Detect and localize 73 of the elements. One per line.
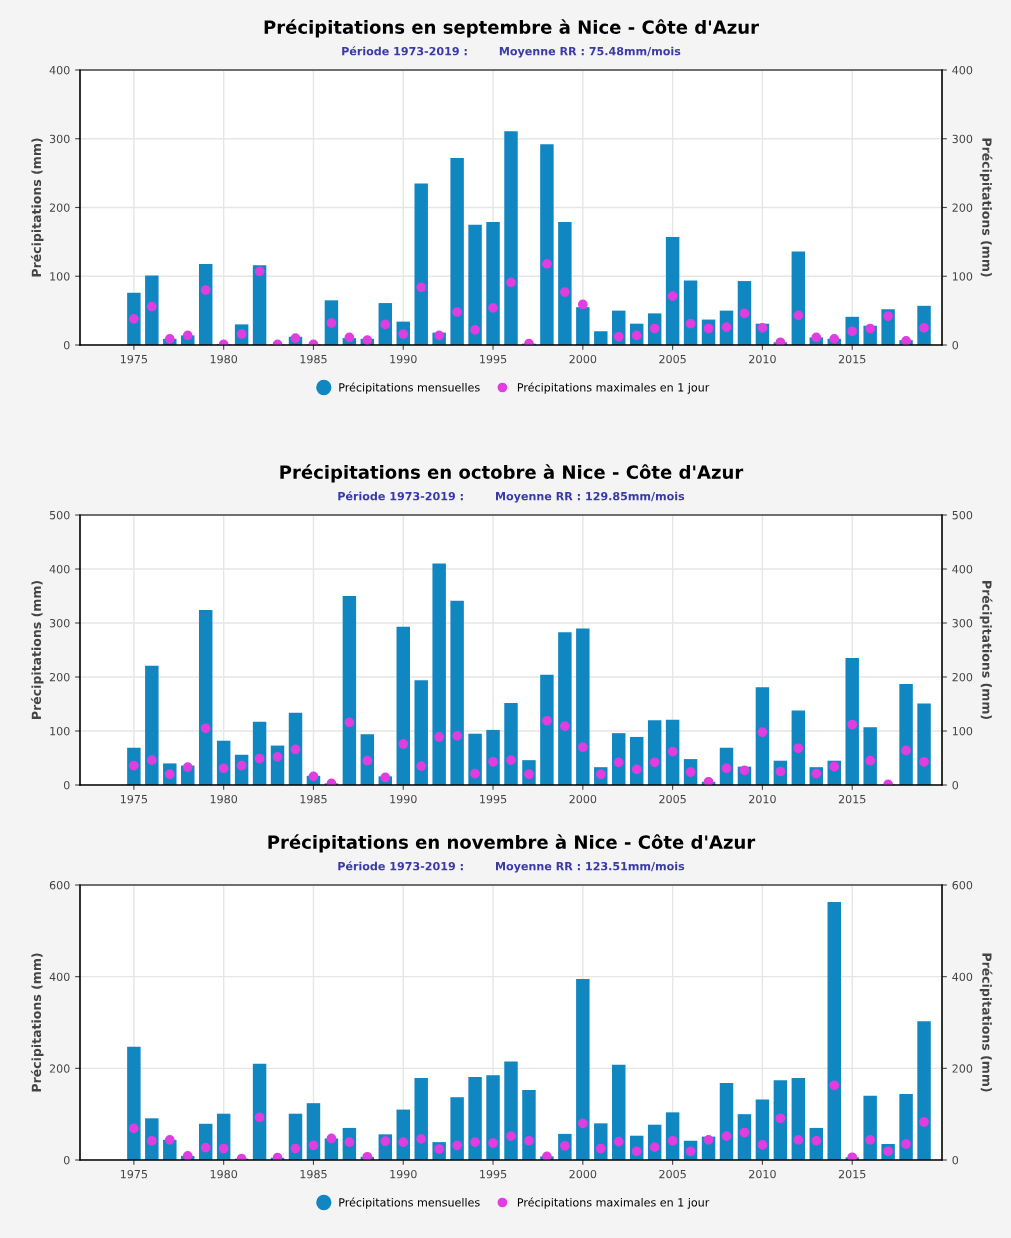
x-tick-label: 1985 (300, 354, 327, 364)
y2-tick-label: 400 (952, 564, 973, 574)
x-tick-label: 1985 (300, 1169, 327, 1179)
y2-tick-label: 300 (952, 618, 973, 628)
y2-tick-label: 600 (952, 880, 973, 890)
x-tick-label: 1990 (390, 794, 417, 804)
x-tick-label: 2005 (659, 794, 686, 804)
x-tick-label: 2015 (838, 1169, 866, 1179)
y-tick-label: 200 (49, 1064, 70, 1073)
y2-tick-label: 200 (952, 203, 973, 212)
x-tick-label: 2000 (569, 354, 597, 364)
y-tick-label: 400 (49, 972, 70, 982)
legend-label: Précipitations maximales en 1 jour (517, 382, 710, 394)
y2-tick-label: 400 (952, 65, 973, 75)
y2-tick-label: 200 (952, 672, 973, 682)
x-tick-label: 1995 (480, 354, 507, 364)
chart-title: Précipitations en octobre à Nice - Côte d'Azur (280, 464, 744, 483)
y2-axis-title: Précipitations (mm) (979, 138, 993, 277)
x-tick-label: 1995 (480, 1169, 507, 1179)
chart-subtitle: Période 1973-2019 : Moyenne RR : 129.85mm/mois (338, 491, 685, 503)
y-axis-title: Précipitations (mm) (30, 138, 44, 277)
x-tick-label: 1975 (120, 354, 148, 364)
y-tick-label: 100 (50, 726, 70, 736)
y-tick-label: 400 (49, 564, 70, 574)
x-tick-label: 1990 (390, 354, 417, 364)
y2-tick-label: 0 (952, 340, 959, 350)
legend-label: Précipitations mensuelles (339, 382, 480, 394)
y-tick-label: 0 (63, 780, 70, 790)
y2-tick-label: 300 (952, 134, 973, 144)
x-tick-label: 2000 (569, 794, 597, 804)
y2-axis-title: Précipitations (mm) (979, 953, 993, 1092)
y-tick-label: 500 (49, 510, 70, 520)
x-tick-label: 2015 (838, 354, 866, 364)
legend-label: Précipitations maximales en 1 jour (517, 1197, 710, 1209)
x-tick-label: 1980 (210, 354, 238, 364)
y2-tick-label: 0 (952, 1155, 959, 1165)
x-tick-label: 1975 (120, 1169, 148, 1179)
chart-subtitle: Période 1973-2019 : Moyenne RR : 123.51mm/mois (338, 861, 685, 873)
y-tick-label: 200 (49, 672, 70, 682)
y-tick-label: 0 (63, 340, 70, 350)
x-tick-label: 1980 (210, 1169, 238, 1179)
y-tick-label: 600 (49, 880, 70, 890)
x-tick-label: 1990 (390, 1169, 417, 1179)
x-tick-label: 1980 (210, 794, 238, 804)
x-tick-label: 1985 (300, 794, 327, 804)
y2-axis-title: Précipitations (mm) (979, 581, 993, 719)
chart-title: Précipitations en novembre à Nice - Côte d'Azur (268, 834, 756, 853)
x-tick-label: 1995 (480, 794, 507, 804)
y-axis-title: Précipitations (mm) (30, 953, 44, 1092)
y-tick-label: 0 (63, 1155, 70, 1165)
x-tick-label: 1975 (120, 794, 148, 804)
y-tick-label: 200 (49, 203, 70, 212)
y-tick-label: 300 (49, 134, 70, 144)
x-tick-label: 2005 (659, 354, 686, 364)
legend-label: Précipitations mensuelles (339, 1197, 480, 1209)
y-tick-label: 400 (49, 65, 70, 75)
chart-subtitle: Période 1973-2019 : Moyenne RR : 75.48mm/mois (342, 46, 681, 58)
y-tick-label: 100 (50, 272, 70, 281)
y2-tick-label: 200 (952, 1064, 973, 1073)
x-tick-label: 2010 (749, 1169, 776, 1179)
y2-tick-label: 100 (952, 272, 973, 281)
y-axis-title: Précipitations (mm) (30, 581, 44, 719)
x-tick-label: 2005 (659, 1169, 686, 1179)
x-tick-label: 2010 (749, 794, 776, 804)
x-tick-label: 2010 (749, 354, 776, 364)
y2-tick-label: 0 (952, 780, 959, 790)
y2-tick-label: 100 (952, 726, 973, 736)
x-tick-label: 2000 (569, 1169, 597, 1179)
y2-tick-label: 400 (952, 972, 973, 982)
chart-title: Précipitations en septembre à Nice - Côte d'Azur (264, 19, 759, 38)
x-tick-label: 2015 (838, 794, 866, 804)
y-tick-label: 300 (49, 618, 70, 628)
y2-tick-label: 500 (952, 510, 973, 520)
